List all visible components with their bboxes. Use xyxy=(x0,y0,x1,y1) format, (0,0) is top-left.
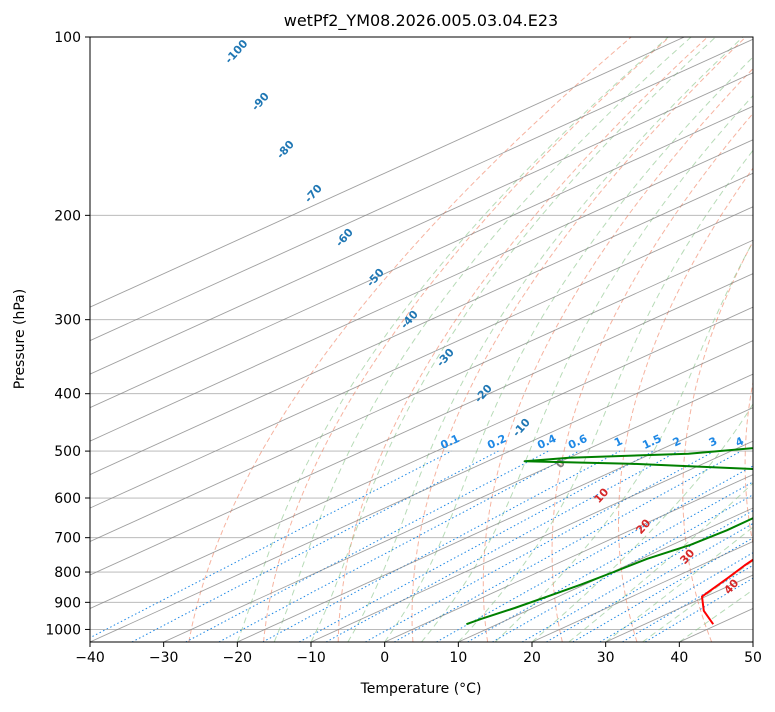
y-tick-label: 700 xyxy=(54,531,81,547)
x-tick-label: 20 xyxy=(523,650,541,666)
y-tick-label: 1000 xyxy=(45,622,81,638)
y-tick-label: 300 xyxy=(54,313,81,329)
y-axis-title: Pressure (hPa) xyxy=(12,289,28,389)
y-tick-label: 900 xyxy=(54,595,81,611)
x-tick-label: 30 xyxy=(597,650,615,666)
x-tick-label: −20 xyxy=(223,650,253,666)
y-tick-label: 400 xyxy=(54,387,81,403)
x-tick-label: −40 xyxy=(75,650,105,666)
chart-title: wetPf2_YM08.2026.005.03.04.E23 xyxy=(284,11,558,31)
x-tick-label: −10 xyxy=(296,650,326,666)
y-tick-label: 100 xyxy=(54,30,81,46)
x-axis-title: Temperature (°C) xyxy=(360,681,482,697)
x-tick-label: −30 xyxy=(149,650,179,666)
y-tick-label: 600 xyxy=(54,491,81,507)
x-tick-label: 50 xyxy=(744,650,762,666)
x-tick-label: 0 xyxy=(380,650,389,666)
y-tick-label: 800 xyxy=(54,565,81,581)
y-tick-label: 200 xyxy=(54,208,81,224)
x-tick-label: 40 xyxy=(670,650,688,666)
x-tick-label: 10 xyxy=(449,650,467,666)
y-tick-label: 500 xyxy=(54,444,81,460)
